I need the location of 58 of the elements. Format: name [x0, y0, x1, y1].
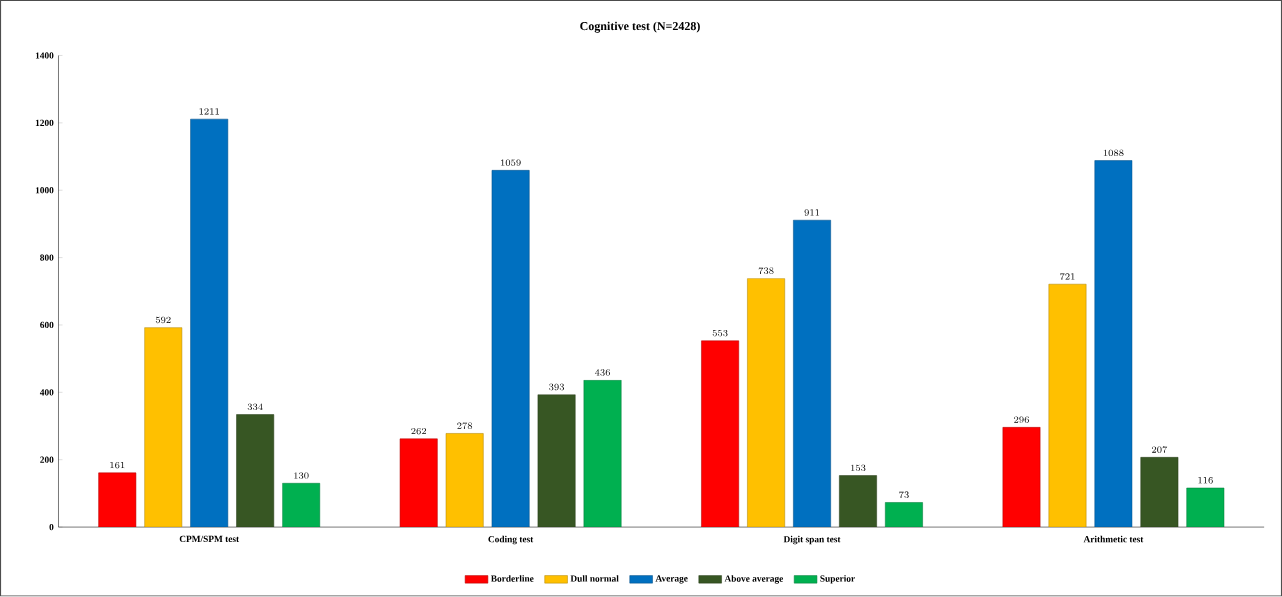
bar — [282, 483, 321, 528]
bar — [1048, 284, 1087, 528]
data-label: 73 — [899, 491, 909, 499]
x-tick-label: Arithmetic test — [1083, 536, 1144, 543]
y-tick-label: 0 — [49, 524, 54, 531]
data-label: 592 — [155, 316, 171, 324]
data-label: 334 — [247, 403, 263, 411]
bar — [1002, 427, 1041, 528]
x-tick-label: Digit span test — [783, 536, 841, 545]
chart-title: Cognitive test (N=2428) — [580, 21, 700, 33]
bar — [537, 394, 576, 528]
x-tick-label: Coding test — [488, 536, 534, 545]
y-tick-label: 800 — [40, 254, 54, 261]
bar — [236, 414, 275, 528]
data-label: 553 — [712, 330, 728, 337]
legend-label: Borderline — [490, 575, 534, 582]
bar — [885, 502, 923, 528]
data-label: 296 — [1014, 416, 1029, 424]
data-label: 721 — [1060, 273, 1075, 280]
bar — [190, 119, 229, 528]
data-label: 278 — [457, 422, 473, 430]
y-tick-label: 1400 — [35, 52, 54, 59]
bar — [701, 340, 740, 528]
x-tick-label: CPM/SPM test — [179, 536, 240, 543]
data-label: 436 — [594, 369, 610, 376]
y-tick-label: 200 — [40, 456, 54, 464]
data-label: 207 — [1152, 446, 1168, 454]
legend-label: Superior — [820, 575, 855, 584]
bar — [445, 433, 484, 528]
data-label: 153 — [851, 464, 866, 472]
data-label: 262 — [411, 428, 427, 435]
bar — [747, 278, 785, 528]
bar — [399, 438, 438, 528]
data-label: 116 — [1198, 477, 1213, 484]
bar — [793, 220, 831, 528]
data-label: 161 — [110, 462, 125, 469]
bar — [1186, 487, 1225, 528]
data-label: 738 — [758, 267, 774, 275]
bar — [491, 170, 530, 528]
y-tick-label: 600 — [40, 322, 54, 329]
bar — [839, 475, 877, 528]
y-tick-label: 1200 — [35, 119, 54, 127]
data-label: 393 — [549, 384, 565, 391]
legend-label: Average — [655, 575, 688, 584]
data-label: 911 — [804, 209, 820, 216]
y-tick-label: 400 — [39, 389, 54, 396]
bar — [1094, 160, 1133, 528]
data-label: 1059 — [501, 159, 521, 167]
data-label: 1211 — [199, 108, 219, 115]
legend-label: Dull normal — [570, 575, 619, 582]
bar — [144, 327, 183, 528]
legend-label: Above average — [724, 575, 784, 584]
bar — [98, 472, 137, 528]
bar — [1140, 457, 1179, 528]
data-label: 1088 — [1103, 149, 1124, 157]
data-label: 130 — [294, 472, 309, 479]
y-tick-label: 1000 — [35, 187, 54, 194]
bar — [583, 380, 622, 528]
